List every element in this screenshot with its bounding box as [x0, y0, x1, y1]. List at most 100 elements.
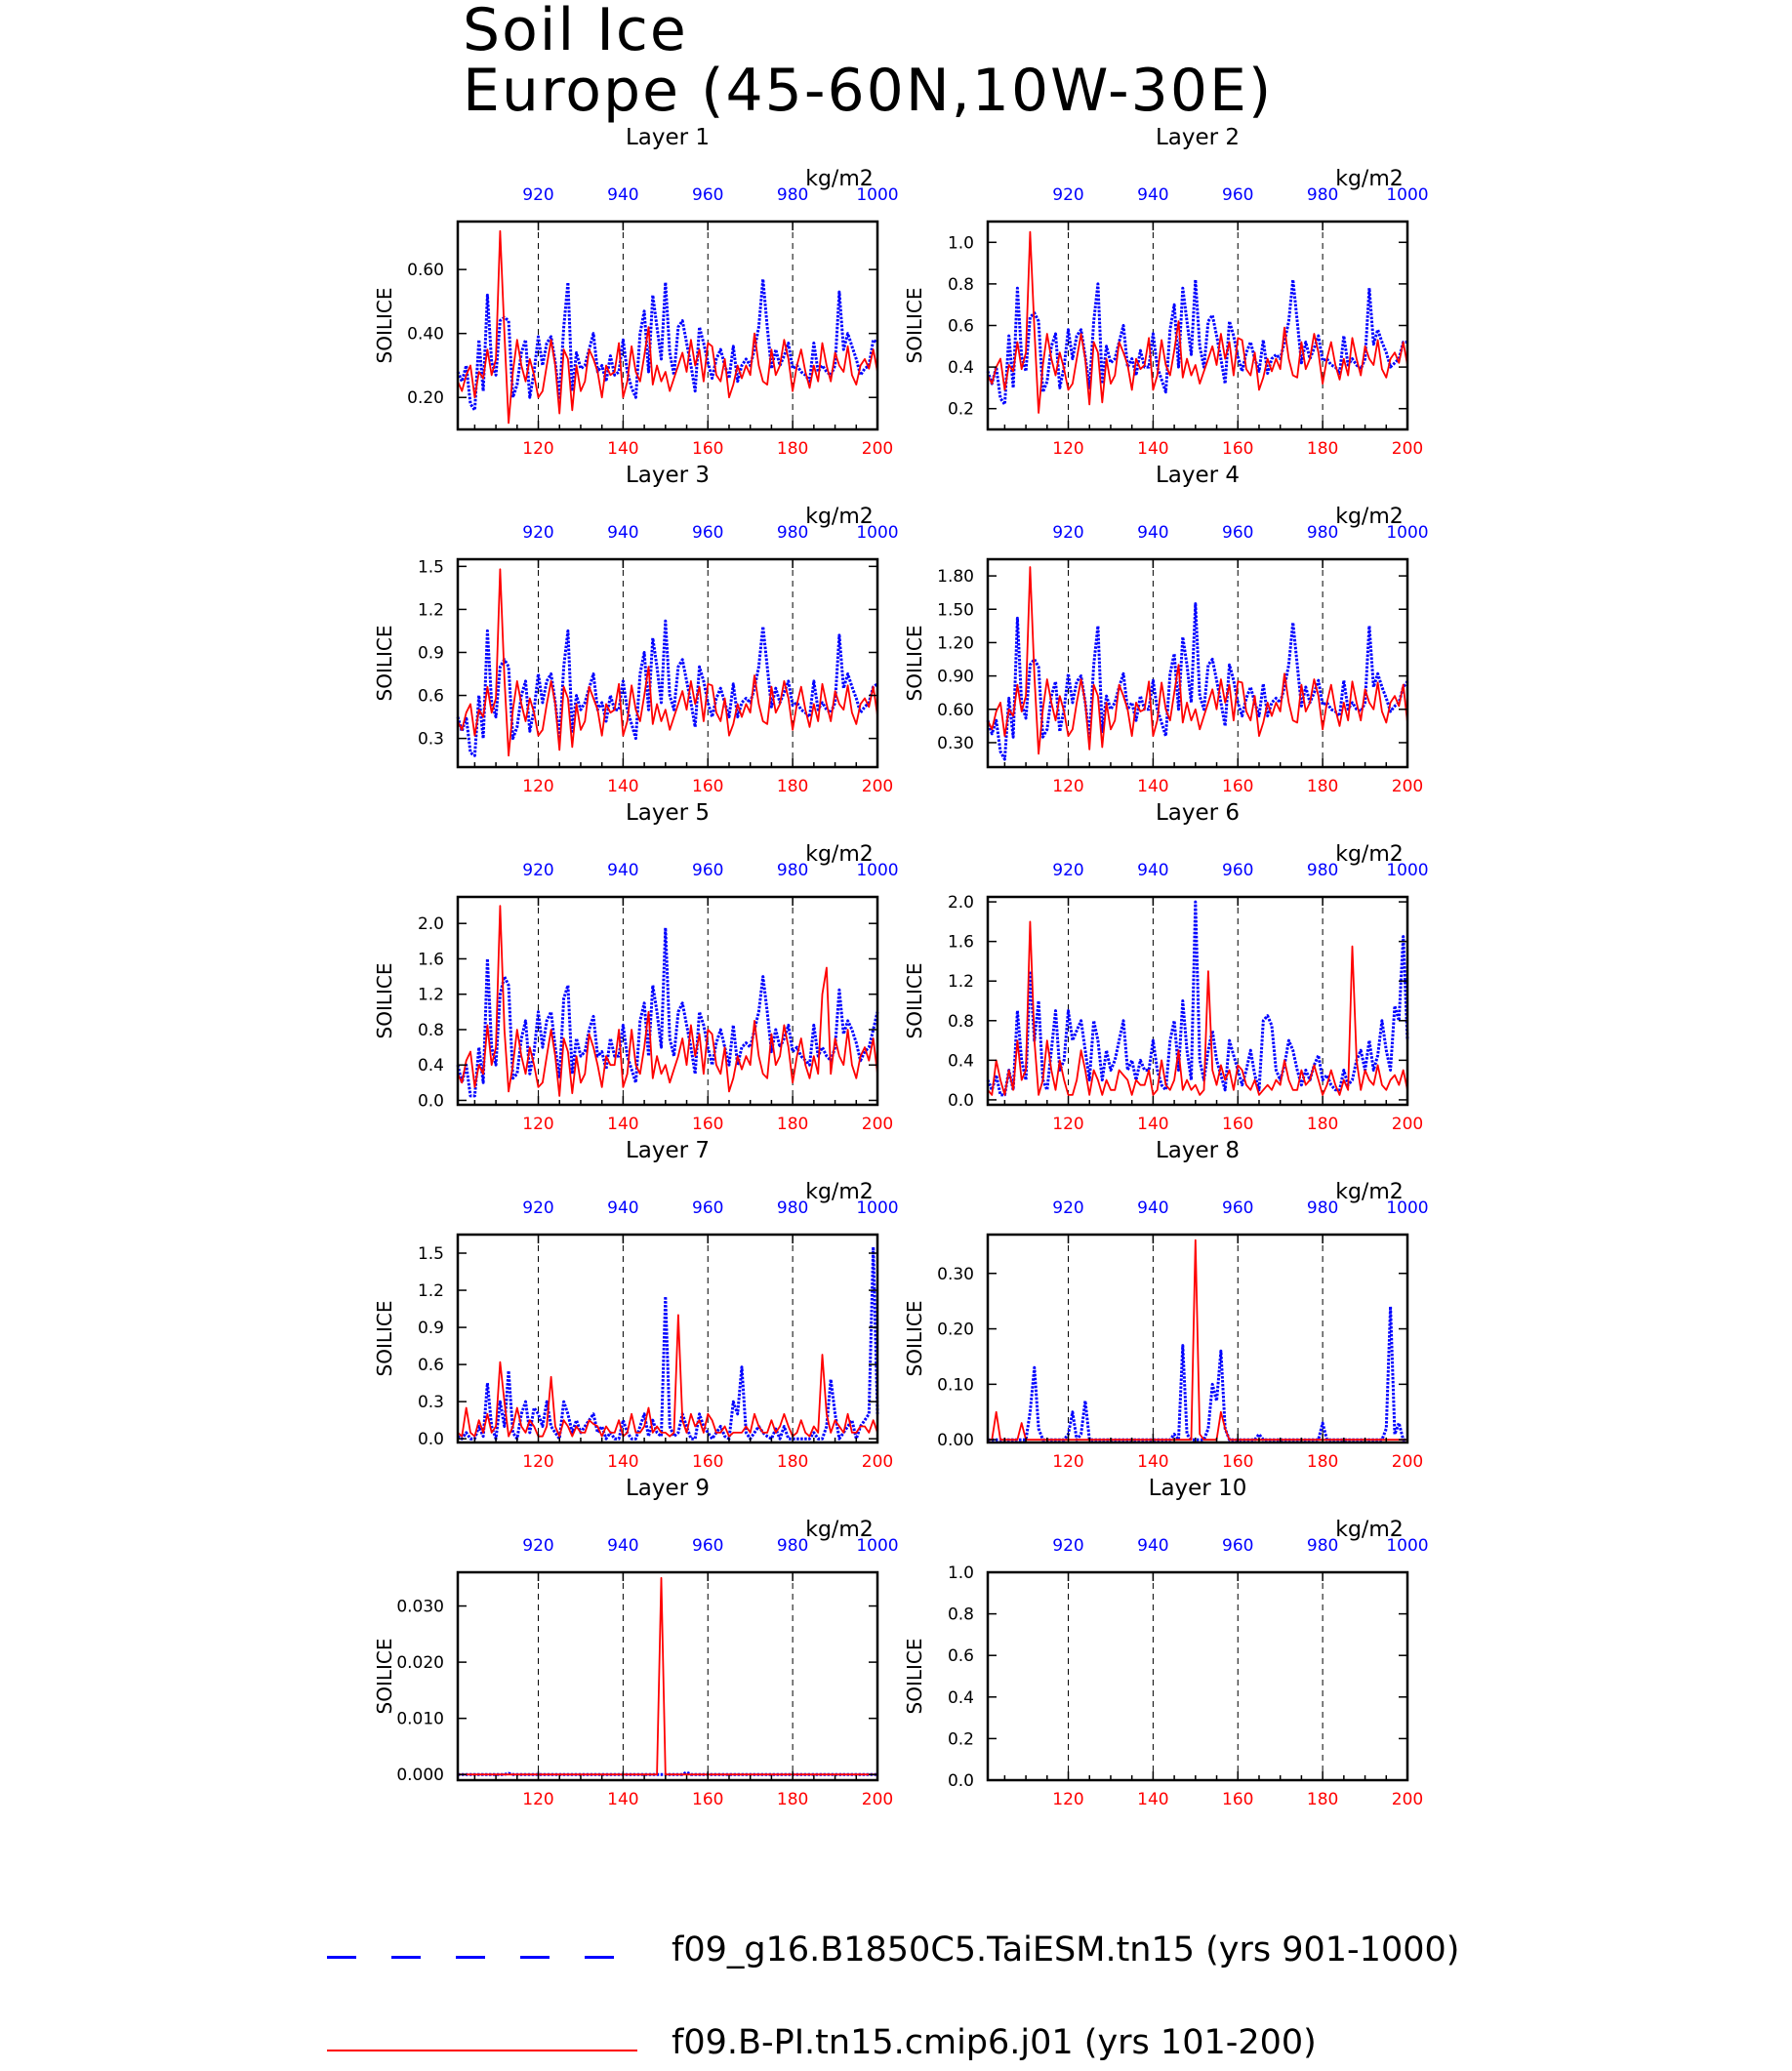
x-tick-label-top: 960: [1222, 523, 1253, 543]
series-line-cmip6: [457, 1314, 878, 1438]
y-axis-label: SOILICE: [903, 963, 926, 1039]
x-tick-label-top: 1000: [856, 861, 898, 880]
x-tick-label-bottom: 160: [692, 439, 723, 459]
x-tick-label-bottom: 140: [607, 1790, 638, 1809]
x-tick-label-top: 920: [522, 1536, 553, 1556]
y-tick-label: 0.60: [407, 261, 444, 280]
x-tick-label-top: 920: [1052, 523, 1083, 543]
x-tick-label-bottom: 200: [862, 777, 893, 796]
x-tick-label-bottom: 160: [1222, 1790, 1253, 1809]
y-tick-label: 1.0: [948, 1563, 974, 1583]
series-line-taiesm: [457, 1245, 879, 1441]
x-tick-label-bottom: 120: [1052, 1115, 1083, 1134]
chart-panels: Layer 1 kg/m2 SOILICE 120 140 160 180 200 920 940…: [373, 125, 1429, 1809]
y-tick-label: 0.4: [418, 1056, 444, 1076]
panel-title: Layer 1: [626, 125, 710, 150]
y-tick-label: 0.8: [948, 1012, 974, 1032]
legend-line-taiesm: [327, 1956, 637, 1959]
y-tick-label: 2.0: [948, 893, 974, 913]
y-tick-label: 0.9: [418, 1319, 444, 1338]
x-tick-label-bottom: 200: [1392, 1115, 1423, 1134]
plot-frame: [456, 557, 879, 769]
units-label: kg/m2: [805, 167, 874, 191]
series-line-taiesm: [986, 602, 1409, 761]
series-line-taiesm: [986, 900, 1409, 1097]
x-tick-label-bottom: 200: [1392, 1452, 1423, 1472]
y-tick-label: 0.0: [948, 1091, 974, 1111]
x-tick-label-top: 920: [1052, 185, 1083, 205]
x-tick-label-bottom: 120: [1052, 1452, 1083, 1472]
x-tick-label-bottom: 160: [1222, 1115, 1253, 1134]
y-axis-label: SOILICE: [903, 1301, 926, 1377]
y-tick-label: 0.20: [937, 1320, 974, 1340]
x-tick-label-top: 980: [777, 1536, 808, 1556]
legend-item-cmip6: f09.B-PI.tn15.cmip6.j01 (yrs 101-200): [0, 1996, 1792, 2062]
series-line-cmip6: [987, 566, 1408, 755]
page-title: Soil Ice Europe (45-60N,10W-30E): [463, 0, 1273, 121]
y-axis-label: SOILICE: [373, 288, 396, 364]
chart-panel-8: Layer 8 kg/m2 SOILICE 120 140 160 180 200 920 940…: [903, 1138, 1429, 1472]
y-tick-label: 1.20: [937, 633, 974, 653]
x-tick-label-bottom: 200: [862, 439, 893, 459]
chart-panel-5: Layer 5 kg/m2 SOILICE 120 140 160 180 200 920 940…: [373, 800, 899, 1134]
x-tick-label-top: 1000: [856, 1198, 898, 1218]
y-tick-label: 0.6: [418, 1356, 444, 1375]
y-tick-label: 0.6: [948, 317, 974, 337]
x-tick-label-top: 940: [1137, 1198, 1168, 1218]
x-tick-label-top: 960: [1222, 185, 1253, 205]
chart-panel-9: Layer 9 kg/m2 SOILICE 120 140 160 180 200 920 940…: [373, 1476, 899, 1809]
x-tick-label-bottom: 140: [1137, 1452, 1168, 1472]
x-tick-label-top: 980: [1307, 861, 1338, 880]
chart-panel-1: Layer 1 kg/m2 SOILICE 120 140 160 180 200 920 940…: [373, 125, 899, 459]
x-tick-label-bottom: 160: [692, 1452, 723, 1472]
y-tick-label: 1.2: [948, 972, 974, 992]
x-tick-label-top: 940: [607, 1536, 638, 1556]
units-label: kg/m2: [1335, 505, 1404, 529]
y-tick-label: 0.90: [937, 668, 974, 687]
x-tick-label-top: 960: [692, 185, 723, 205]
x-tick-label-bottom: 200: [862, 1790, 893, 1809]
x-tick-label-top: 920: [1052, 861, 1083, 880]
legend-label-cmip6: f09.B-PI.tn15.cmip6.j01 (yrs 101-200): [672, 2023, 1317, 2062]
x-tick-label-bottom: 140: [1137, 439, 1168, 459]
units-label: kg/m2: [1335, 1180, 1404, 1204]
x-tick-label-top: 940: [607, 1198, 638, 1218]
y-tick-label: 1.2: [418, 1281, 444, 1301]
y-tick-label: 0.40: [407, 325, 444, 345]
x-tick-label-top: 980: [1307, 185, 1338, 205]
y-tick-label: 1.5: [418, 1244, 444, 1264]
x-tick-label-bottom: 180: [777, 1790, 808, 1809]
x-tick-label-bottom: 180: [777, 1115, 808, 1134]
series-line-cmip6: [457, 229, 878, 425]
panel-title: Layer 2: [1156, 125, 1240, 150]
x-tick-label-top: 940: [1137, 185, 1168, 205]
x-tick-label-bottom: 200: [862, 1452, 893, 1472]
title-line-1: Soil Ice: [463, 0, 688, 64]
x-tick-label-top: 1000: [856, 1536, 898, 1556]
x-tick-label-top: 1000: [1386, 861, 1428, 880]
x-tick-label-bottom: 140: [1137, 1115, 1168, 1134]
y-tick-label: 1.0: [948, 233, 974, 253]
y-axis-label: SOILICE: [373, 1639, 396, 1715]
y-tick-label: 0.6: [948, 1646, 974, 1666]
plot-frame: [986, 895, 1409, 1107]
x-tick-label-top: 1000: [856, 185, 898, 205]
chart-panel-10: Layer 10 kg/m2 SOILICE 120 140 160 180 200 920 94…: [903, 1476, 1429, 1809]
units-label: kg/m2: [805, 505, 874, 529]
x-tick-label-bottom: 160: [1222, 439, 1253, 459]
y-tick-label: 0.3: [418, 1393, 444, 1412]
y-tick-label: 0.6: [418, 687, 444, 707]
units-label: kg/m2: [805, 1180, 874, 1204]
series-line-cmip6: [988, 1239, 1407, 1442]
y-tick-label: 0.2: [948, 400, 974, 420]
x-tick-label-top: 920: [1052, 1198, 1083, 1218]
y-tick-label: 1.2: [418, 600, 444, 620]
units-label: kg/m2: [1335, 1518, 1404, 1542]
x-tick-label-top: 1000: [1386, 523, 1428, 543]
series-line-taiesm: [456, 619, 878, 757]
x-tick-label-bottom: 120: [522, 777, 553, 796]
y-tick-label: 0.8: [418, 1021, 444, 1040]
y-tick-label: 0.0: [948, 1771, 974, 1791]
panel-title: Layer 10: [1149, 1476, 1247, 1501]
x-tick-label-top: 960: [1222, 1198, 1253, 1218]
